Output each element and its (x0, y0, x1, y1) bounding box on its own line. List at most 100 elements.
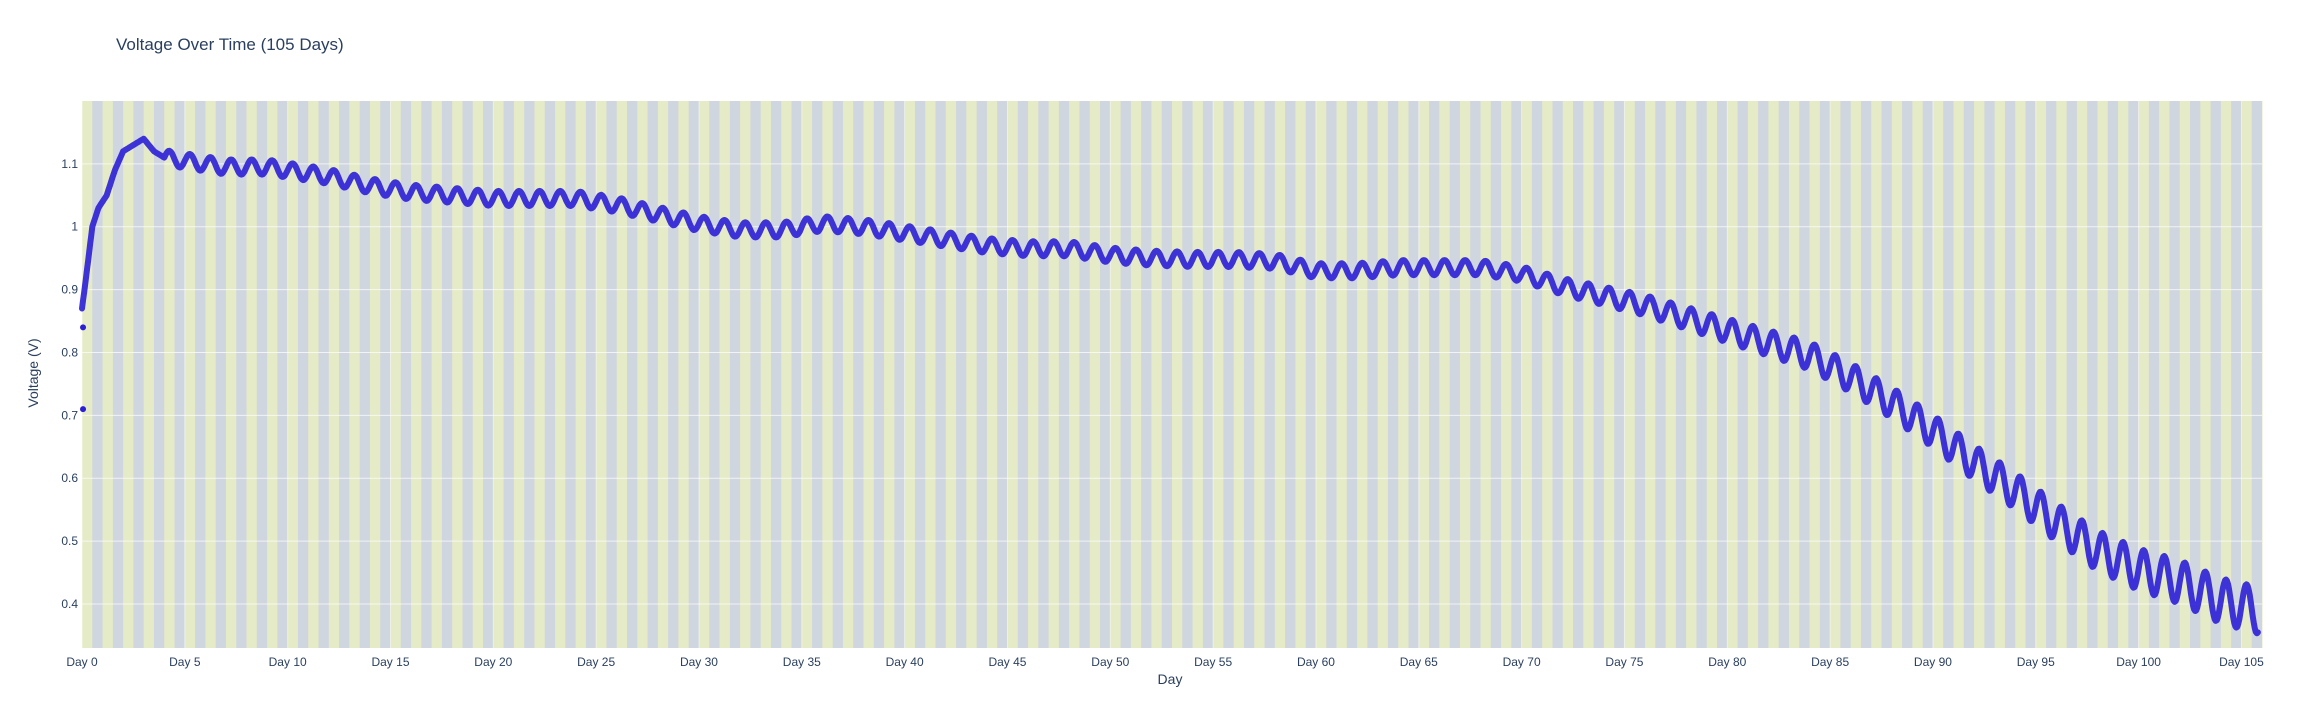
background-band (1706, 101, 1718, 648)
background-band (205, 101, 217, 648)
background-band (2056, 101, 2068, 648)
background-band (1593, 101, 1605, 648)
background-band (1377, 101, 1389, 648)
background-band (1871, 101, 1883, 648)
background-band (1408, 101, 1420, 648)
background-band (1562, 101, 1574, 648)
background-band (606, 101, 618, 648)
background-band (1634, 101, 1646, 648)
background-band (1182, 101, 1194, 648)
y-tick-label: 0.5 (61, 534, 78, 548)
background-band (2241, 101, 2253, 648)
background-band (184, 101, 196, 648)
background-band (781, 101, 793, 648)
series-layer (79, 135, 2261, 637)
background-band (853, 101, 865, 648)
background-band (287, 101, 299, 648)
background-band (2200, 101, 2212, 648)
background-band (1696, 101, 1708, 648)
background-band (1943, 101, 1955, 648)
background-band (256, 101, 268, 648)
x-tick-label: Day 50 (1091, 655, 1129, 669)
background-band (2097, 101, 2109, 648)
background-band (1285, 101, 1296, 648)
background-band (452, 101, 463, 648)
background-band (1357, 101, 1368, 648)
background-band (1223, 101, 1235, 648)
background-band (1963, 101, 1975, 648)
outlier-point (80, 406, 87, 413)
background-band (1768, 101, 1780, 648)
background-band (1860, 101, 1872, 648)
background-band (82, 101, 93, 648)
background-band (1891, 101, 1903, 648)
background-band (698, 101, 710, 648)
background-band (267, 101, 278, 648)
background-band (92, 101, 104, 648)
x-tick-label: Day 0 (66, 655, 98, 669)
background-band (2262, 101, 2263, 648)
background-band (740, 101, 751, 648)
background-band (1809, 101, 1821, 648)
x-tick-label: Day 70 (1503, 655, 1541, 669)
plot-background-bands (82, 101, 2263, 648)
y-axis-ticks: 0.4 0.5 0.6 0.7 0.8 0.9 1 1.1 (61, 157, 78, 611)
background-band (1151, 101, 1163, 648)
x-tick-label: Day 65 (1400, 655, 1438, 669)
background-band (596, 101, 607, 648)
background-band (812, 101, 823, 648)
background-band (380, 101, 391, 648)
background-band (1449, 101, 1461, 648)
background-band (123, 101, 134, 648)
background-band (1028, 101, 1039, 648)
background-band (2231, 101, 2242, 648)
background-band (297, 101, 309, 648)
x-tick-label: Day 40 (886, 655, 924, 669)
background-band (2179, 101, 2191, 648)
background-band (431, 101, 443, 648)
background-band (534, 101, 546, 648)
background-band (750, 101, 762, 648)
background-band (914, 101, 926, 648)
background-band (339, 101, 350, 648)
background-band (2190, 101, 2201, 648)
background-band (1531, 101, 1543, 648)
background-band (1932, 101, 1944, 648)
background-band (1624, 101, 1636, 648)
background-band (668, 101, 679, 648)
background-band (2087, 101, 2098, 648)
background-band (421, 101, 433, 648)
x-tick-label: Day 10 (269, 655, 307, 669)
x-tick-label: Day 75 (1605, 655, 1643, 669)
background-band (195, 101, 206, 648)
x-tick-label: Day 100 (2116, 655, 2161, 669)
background-band (359, 101, 371, 648)
background-band (565, 101, 577, 648)
chart-title: Voltage Over Time (105 Days) (116, 35, 344, 54)
x-tick-label: Day 20 (474, 655, 512, 669)
background-band (1717, 101, 1728, 648)
background-band (956, 101, 967, 648)
background-band (1470, 101, 1481, 648)
background-band (925, 101, 936, 648)
background-band (1079, 101, 1091, 648)
background-band (143, 101, 155, 648)
background-band (328, 101, 340, 648)
background-band (1336, 101, 1348, 648)
gridlines (81, 101, 2262, 648)
background-band (1747, 101, 1759, 648)
outlier-point (80, 324, 87, 331)
background-band (688, 101, 700, 648)
background-band (842, 101, 854, 648)
background-band (2220, 101, 2232, 648)
background-band (555, 101, 566, 648)
background-band (894, 101, 906, 648)
background-band (2046, 101, 2057, 648)
y-tick-label: 0.8 (61, 345, 78, 359)
background-band (1953, 101, 1965, 648)
background-band (1686, 101, 1697, 648)
background-band (1778, 101, 1790, 648)
background-band (1655, 101, 1667, 648)
background-band (1254, 101, 1266, 648)
background-band (524, 101, 535, 648)
